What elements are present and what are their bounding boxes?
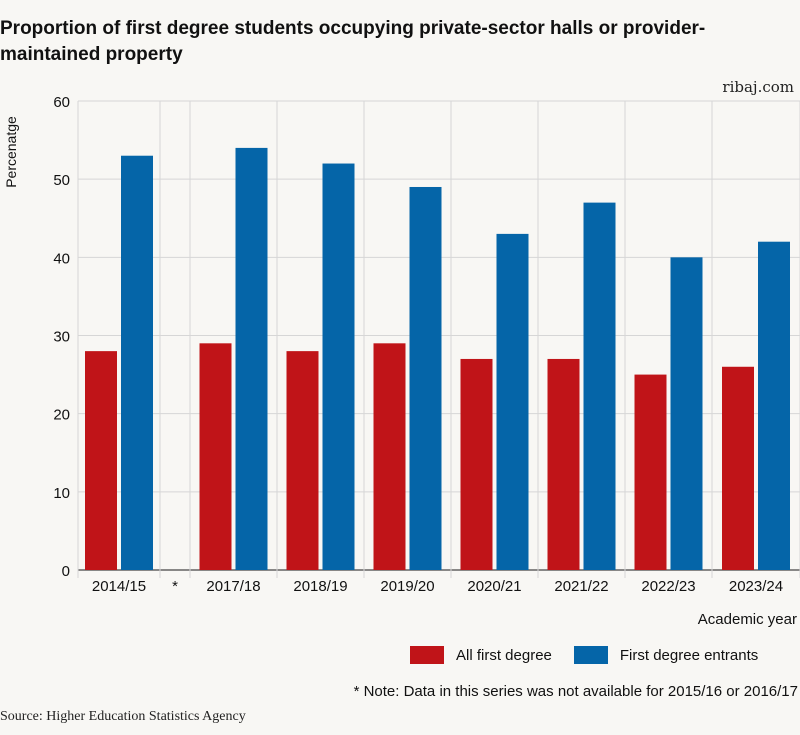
bar-all-first-degree — [286, 351, 319, 570]
legend-item-all-first-degree: All first degree — [410, 646, 552, 664]
brand-label: ribaj.com — [722, 78, 794, 96]
axis-ticks: 0 10 20 30 40 50 60 2014/15 * 2017/18 2018/19 2019/… — [53, 94, 783, 595]
x-tick-label: 2022/23 — [641, 578, 695, 595]
bar-first-degree-entrants — [322, 163, 355, 571]
bar-first-degree-entrants — [758, 241, 790, 570]
chart-legend: All first degree First degree entrants — [410, 645, 758, 665]
x-tick-label: 2020/21 — [467, 578, 521, 595]
bar-first-degree-entrants — [496, 233, 529, 570]
bar-first-degree-entrants — [583, 202, 616, 570]
bar-all-first-degree — [199, 343, 232, 570]
data-note: * Note: Data in this series was not avai… — [353, 683, 798, 700]
bar-chart: 0 10 20 30 40 50 60 2014/15 * 2017/18 2018/19 2019/… — [3, 94, 800, 628]
x-axis-label: Academic year — [698, 611, 797, 628]
bar-all-first-degree — [634, 374, 667, 570]
y-axis-label: Percenatge — [3, 116, 19, 188]
y-tick-label: 20 — [53, 407, 70, 424]
bar-series — [85, 147, 790, 571]
x-tick-label: 2017/18 — [206, 578, 260, 595]
legend-swatch-blue — [573, 646, 608, 664]
y-tick-label: 40 — [53, 250, 70, 267]
x-tick-label: 2014/15 — [92, 578, 146, 595]
legend-item-first-degree-entrants: First degree entrants — [573, 646, 759, 664]
bar-all-first-degree — [547, 358, 580, 570]
bar-all-first-degree — [85, 351, 117, 570]
x-tick-label: 2018/19 — [293, 578, 347, 595]
legend-swatch-red — [410, 646, 444, 664]
x-tick-label: * — [172, 578, 178, 595]
x-tick-label: 2023/24 — [729, 578, 783, 595]
bar-all-first-degree — [722, 366, 754, 570]
legend-label-all-first-degree: All first degree — [456, 646, 552, 664]
y-tick-label: 0 — [62, 563, 70, 580]
y-tick-label: 60 — [53, 94, 70, 111]
bar-first-degree-entrants — [235, 147, 268, 570]
source-credit: Source: Higher Education Statistics Agen… — [0, 709, 246, 724]
legend-label-first-degree-entrants: First degree entrants — [619, 646, 759, 664]
bar-first-degree-entrants — [670, 257, 703, 570]
bar-first-degree-entrants — [409, 186, 442, 570]
y-tick-label: 50 — [53, 172, 70, 189]
bar-first-degree-entrants — [121, 155, 153, 570]
x-tick-label: 2019/20 — [380, 578, 434, 595]
y-tick-label: 30 — [53, 329, 70, 346]
chart-title: Proportion of first degree students occu… — [0, 18, 706, 65]
x-tick-label: 2021/22 — [554, 578, 608, 595]
bar-all-first-degree — [373, 343, 406, 570]
y-tick-label: 10 — [53, 485, 70, 502]
bar-all-first-degree — [460, 358, 493, 570]
